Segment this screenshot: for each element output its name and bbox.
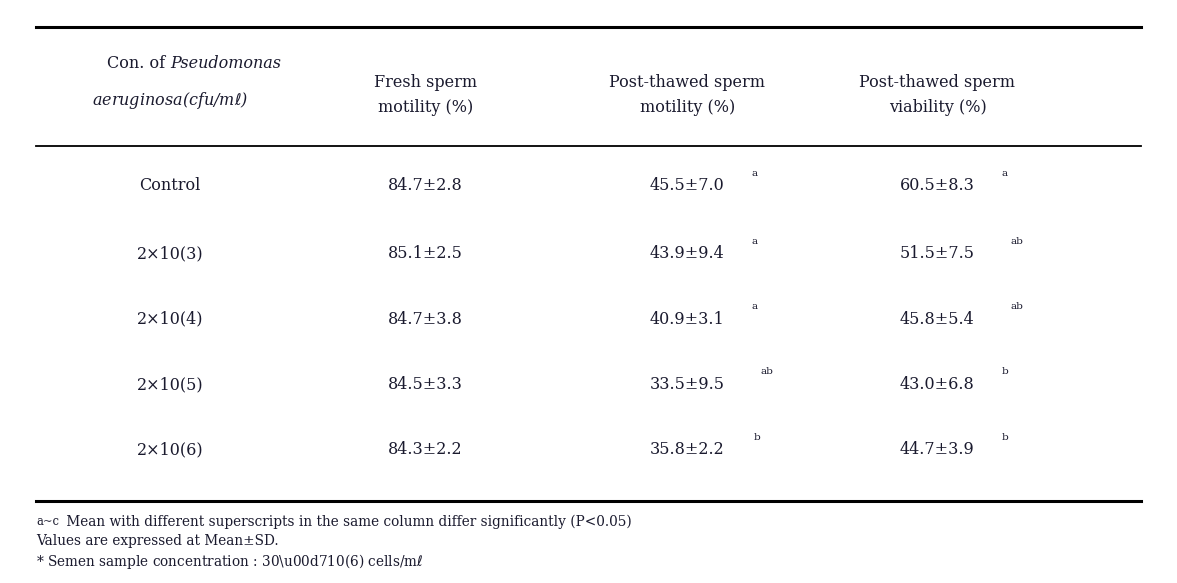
Text: 84.5±3.3: 84.5±3.3 <box>388 376 463 393</box>
Text: 35.8±2.2: 35.8±2.2 <box>650 441 725 458</box>
Text: ab: ab <box>760 367 773 377</box>
Text: b: b <box>1002 367 1009 377</box>
Text: * Semen sample concentration : 30\u00d710(6) cells/m$\ell$: * Semen sample concentration : 30\u00d71… <box>36 553 424 571</box>
Text: 43.9±9.4: 43.9±9.4 <box>650 245 725 262</box>
Text: a: a <box>751 168 758 178</box>
Text: a~c: a~c <box>36 515 59 528</box>
Text: Post-thawed sperm
viability (%): Post-thawed sperm viability (%) <box>859 74 1016 116</box>
Text: 45.8±5.4: 45.8±5.4 <box>900 311 975 328</box>
Text: 84.7±3.8: 84.7±3.8 <box>388 311 463 328</box>
Text: Mean with different superscripts in the same column differ significantly (P<0.05: Mean with different superscripts in the … <box>61 515 631 529</box>
Text: Control: Control <box>139 177 200 194</box>
Text: b: b <box>1002 433 1009 442</box>
Text: b: b <box>753 433 760 442</box>
Text: Post-thawed sperm
motility (%): Post-thawed sperm motility (%) <box>610 74 765 116</box>
Text: 33.5±9.5: 33.5±9.5 <box>650 376 725 393</box>
Text: ab: ab <box>1011 302 1024 311</box>
Text: 2×10(3): 2×10(3) <box>137 245 204 262</box>
Text: 40.9±3.1: 40.9±3.1 <box>650 311 725 328</box>
Text: Pseudomonas: Pseudomonas <box>169 55 281 72</box>
Text: 2×10(5): 2×10(5) <box>137 376 204 393</box>
Text: Fresh sperm
motility (%): Fresh sperm motility (%) <box>374 74 477 116</box>
Text: a: a <box>751 302 758 311</box>
Text: 85.1±2.5: 85.1±2.5 <box>388 245 463 262</box>
Text: 84.7±2.8: 84.7±2.8 <box>388 177 463 194</box>
Text: aeruginosa(cfu/m$\ell$): aeruginosa(cfu/m$\ell$) <box>92 90 248 111</box>
Text: 44.7±3.9: 44.7±3.9 <box>900 441 975 458</box>
Text: 84.3±2.2: 84.3±2.2 <box>388 441 463 458</box>
Text: 43.0±6.8: 43.0±6.8 <box>900 376 975 393</box>
Text: 51.5±7.5: 51.5±7.5 <box>900 245 975 262</box>
Text: ab: ab <box>1011 237 1024 246</box>
Text: 45.5±7.0: 45.5±7.0 <box>650 177 725 194</box>
Text: Con. of: Con. of <box>107 55 169 72</box>
Text: a: a <box>751 237 758 246</box>
Text: 60.5±8.3: 60.5±8.3 <box>900 177 975 194</box>
Text: 2×10(6): 2×10(6) <box>137 441 204 458</box>
Text: 2×10(4): 2×10(4) <box>137 311 202 328</box>
Text: Values are expressed at Mean±SD.: Values are expressed at Mean±SD. <box>36 533 279 547</box>
Text: a: a <box>1002 168 1008 178</box>
